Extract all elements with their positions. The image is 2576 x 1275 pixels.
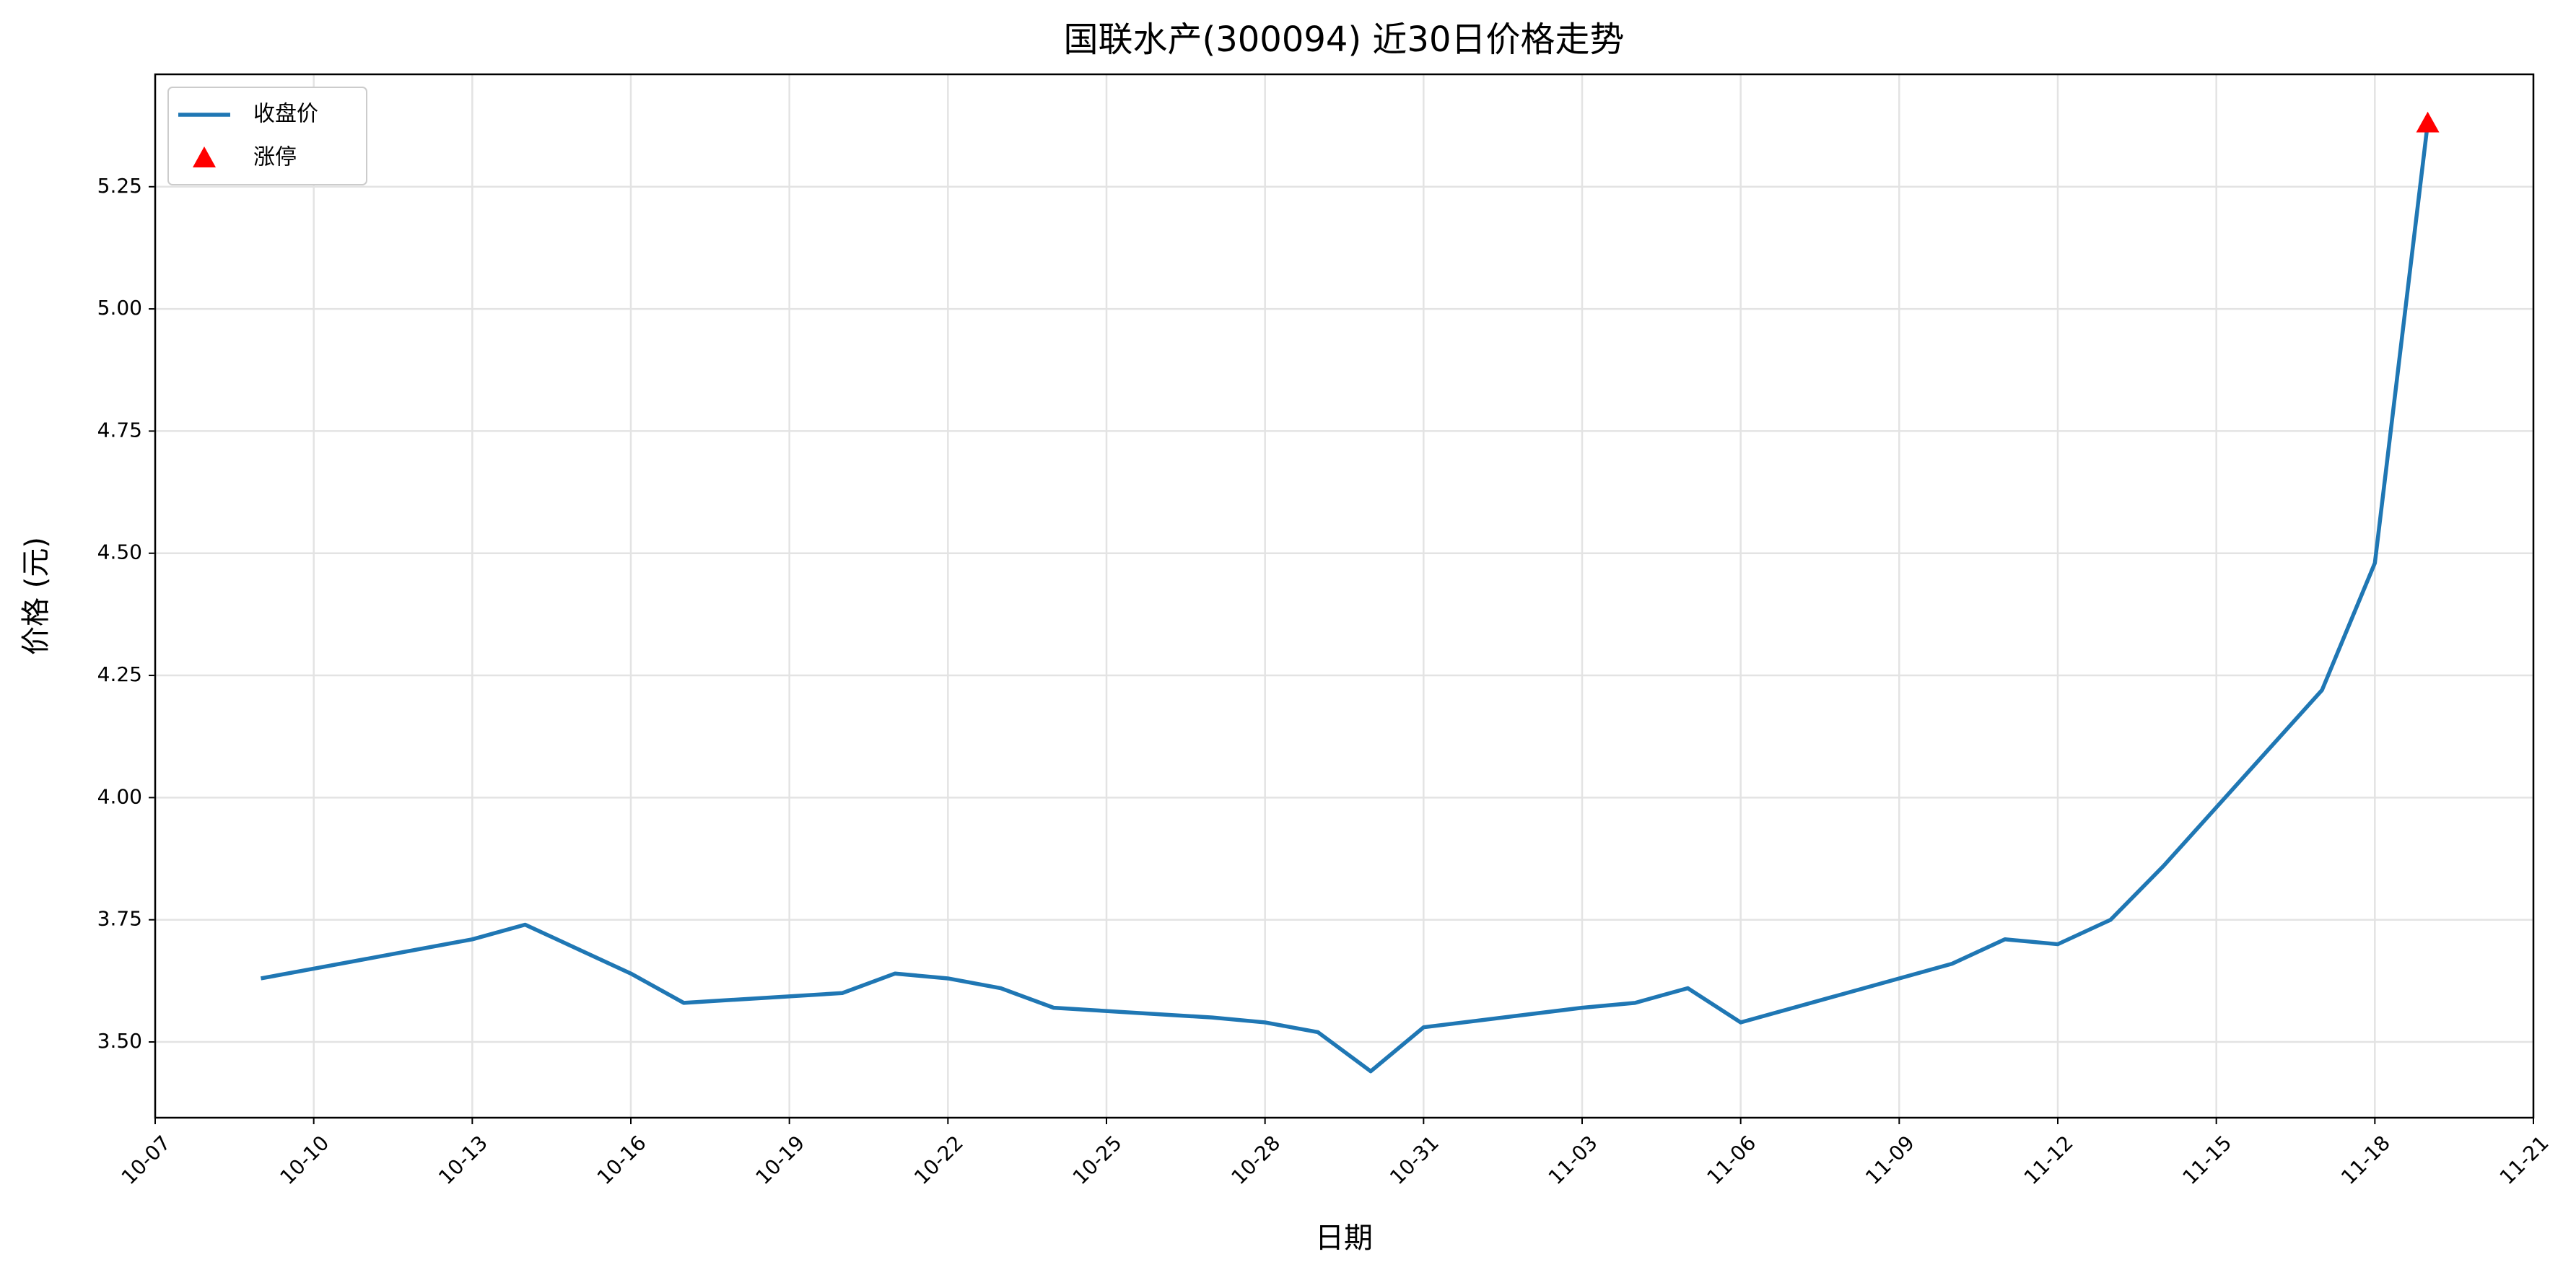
legend-box: [167, 87, 367, 185]
y-tick-label: 5.25: [97, 174, 142, 198]
legend-swatch: [193, 146, 216, 167]
y-tick-label: 4.25: [97, 662, 142, 686]
price-line: [260, 123, 2430, 1074]
x-axis-label: 日期: [1315, 1222, 1373, 1255]
chart-title: 国联水产(300094) 近30日价格走势: [1063, 19, 1624, 60]
plot-frame: [154, 73, 2535, 1119]
y-tick-label: 4.75: [97, 418, 142, 442]
y-tick-label: 5.00: [97, 296, 142, 320]
y-axis-label: 价格 (元): [19, 537, 53, 655]
y-tick-label: 3.50: [97, 1029, 142, 1053]
limit-up-marker: [2416, 111, 2440, 133]
y-tick-label: 3.75: [97, 907, 142, 931]
y-tick-label: 4.50: [97, 540, 142, 564]
y-tick-label: 4.00: [97, 784, 142, 808]
legend-label: 涨停: [253, 145, 297, 170]
legend-label: 收盘价: [253, 102, 318, 127]
